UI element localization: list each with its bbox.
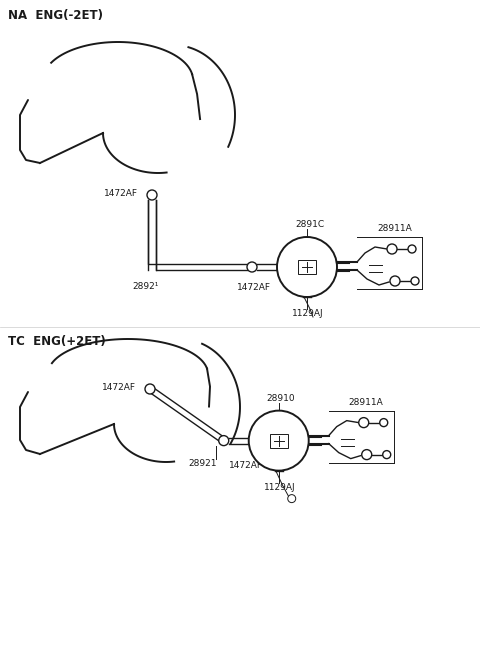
Circle shape [145, 384, 155, 394]
Text: 1129AJ: 1129AJ [292, 309, 324, 318]
Circle shape [288, 495, 296, 503]
Circle shape [411, 277, 419, 285]
Text: 28921: 28921 [189, 459, 217, 468]
Circle shape [219, 436, 229, 445]
Circle shape [249, 411, 309, 470]
Circle shape [247, 262, 257, 272]
Circle shape [380, 419, 388, 426]
Text: 28910: 28910 [267, 394, 295, 403]
Circle shape [408, 245, 416, 253]
Text: 1129AJ: 1129AJ [264, 483, 295, 491]
Circle shape [390, 276, 400, 286]
Circle shape [362, 449, 372, 460]
Text: 28911A: 28911A [349, 397, 384, 407]
Circle shape [359, 418, 369, 428]
Circle shape [387, 244, 397, 254]
Text: NA  ENG(-2ET): NA ENG(-2ET) [8, 9, 103, 22]
Circle shape [383, 451, 391, 459]
Text: TC  ENG(+2ET): TC ENG(+2ET) [8, 335, 106, 348]
Text: 2891C: 2891C [295, 220, 324, 229]
Text: 1472AF: 1472AF [102, 382, 136, 392]
Text: 1472AF: 1472AF [229, 461, 263, 470]
Text: 28911A: 28911A [377, 224, 412, 233]
Text: 2892¹: 2892¹ [132, 282, 158, 291]
Text: 1472AF: 1472AF [237, 283, 271, 292]
Bar [270, 434, 288, 447]
Bar [298, 260, 316, 274]
Text: 1472AF: 1472AF [104, 189, 138, 198]
Circle shape [277, 237, 337, 297]
Circle shape [147, 190, 157, 200]
